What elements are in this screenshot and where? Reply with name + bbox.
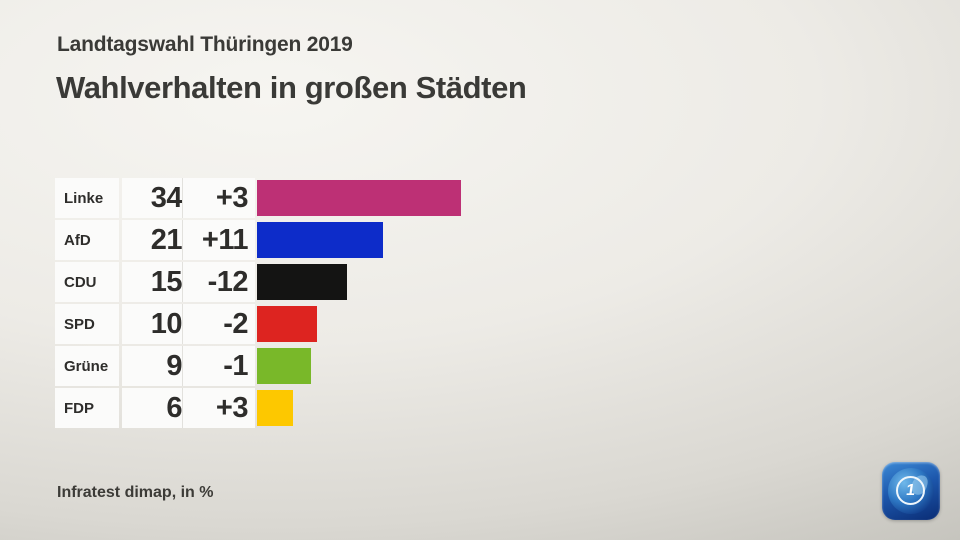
- party-label-gruene: Grüne: [55, 346, 119, 386]
- ard-logo: 1: [882, 462, 940, 520]
- table-row: Grüne 9 -1: [55, 346, 461, 386]
- party-value: 15: [150, 265, 183, 298]
- bar-cdu: [257, 264, 347, 300]
- table-row: Linke 34 +3: [55, 178, 461, 218]
- party-change: -12: [182, 262, 255, 302]
- party-label-fdp: FDP: [55, 388, 119, 428]
- bar-fdp: [257, 390, 293, 426]
- table-row: FDP 6 +3: [55, 388, 461, 428]
- party-label-cdu: CDU: [55, 262, 119, 302]
- party-change: -2: [182, 304, 255, 344]
- party-value: 10: [150, 307, 183, 340]
- party-value: 21: [150, 223, 183, 256]
- value-cell: 6 +3: [122, 388, 255, 428]
- table-row: SPD 10 -2: [55, 304, 461, 344]
- ard-one-glyph: 1: [904, 481, 916, 499]
- party-change: +11: [182, 220, 255, 260]
- source-note: Infratest dimap, in %: [57, 484, 214, 501]
- value-cell: 10 -2: [122, 304, 255, 344]
- party-value: 34: [150, 181, 183, 214]
- bar-linke: [257, 180, 461, 216]
- party-change: +3: [182, 388, 255, 428]
- party-value: 6: [166, 391, 182, 424]
- bar-spd: [257, 306, 317, 342]
- table-row: AfD 21 +11: [55, 220, 461, 260]
- party-change: +3: [182, 178, 255, 218]
- bar-gruene: [257, 348, 311, 384]
- ard-one-globe-icon: 1: [896, 476, 925, 505]
- value-cell: 34 +3: [122, 178, 255, 218]
- party-change: -1: [182, 346, 255, 386]
- party-value: 9: [166, 349, 182, 382]
- value-cell: 21 +11: [122, 220, 255, 260]
- results-table: Linke 34 +3 AfD 21 +11 CDU 15 -12 SPD: [55, 178, 461, 430]
- page-title: Wahlverhalten in großen Städten: [56, 70, 527, 105]
- table-row: CDU 15 -12: [55, 262, 461, 302]
- value-cell: 15 -12: [122, 262, 255, 302]
- party-label-afd: AfD: [55, 220, 119, 260]
- party-label-linke: Linke: [55, 178, 119, 218]
- bar-afd: [257, 222, 383, 258]
- party-label-spd: SPD: [55, 304, 119, 344]
- value-cell: 9 -1: [122, 346, 255, 386]
- chart-kicker: Landtagswahl Thüringen 2019: [57, 33, 353, 56]
